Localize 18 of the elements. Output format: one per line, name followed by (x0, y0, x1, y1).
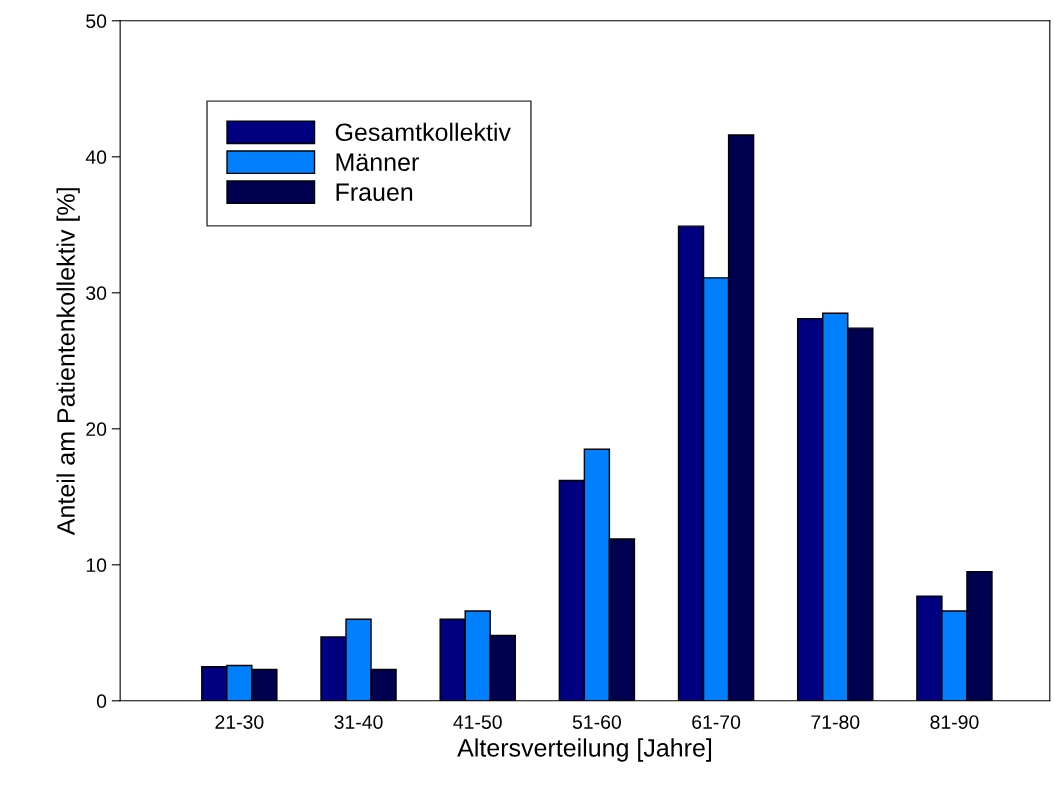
x-tick-label: 81-90 (930, 715, 979, 729)
y-axis-title: Anteil am Patientenkollektiv [%] (56, 188, 80, 536)
y-tick-label: 30 (86, 286, 107, 301)
y-tick-label: 10 (86, 558, 107, 573)
y-tick-label: 50 (86, 14, 107, 29)
x-tick-label: 61-70 (692, 715, 741, 729)
legend-label: Gesamtkollektiv (335, 122, 511, 142)
x-tick-label: 31-40 (334, 715, 383, 729)
y-tick-label: 0 (96, 694, 107, 709)
x-axis-title: Altersverteilung [Jahre] (457, 738, 712, 762)
x-tick-label: 71-80 (811, 715, 860, 729)
y-tick-label: 20 (86, 422, 107, 437)
x-tick-label: 21-30 (215, 715, 264, 729)
x-tick-label: 41-50 (453, 715, 502, 729)
legend-label: Männer (336, 153, 419, 172)
x-tick-label: 51-60 (572, 715, 621, 729)
y-tick-label: 40 (85, 150, 107, 165)
legend-label: Frauen (336, 183, 413, 201)
